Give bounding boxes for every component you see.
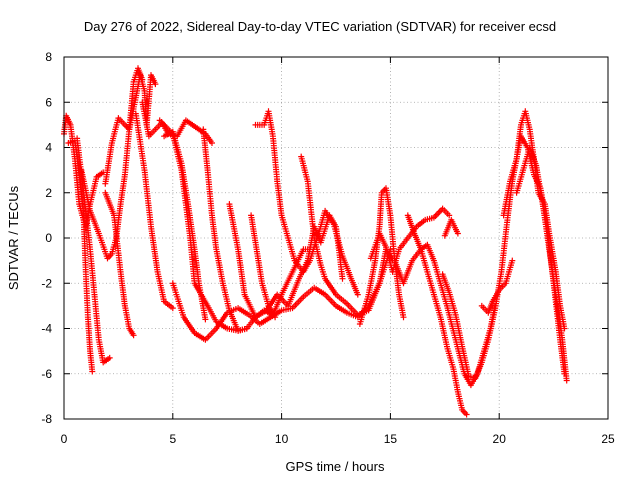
series-arc-7 bbox=[132, 110, 176, 312]
series-arc-12 bbox=[200, 126, 313, 334]
series-markers bbox=[367, 205, 453, 275]
x-tick-label: 20 bbox=[493, 432, 507, 446]
series-arc-10 bbox=[161, 128, 209, 323]
series-arc-18 bbox=[367, 205, 453, 275]
x-axis-label: GPS time / hours bbox=[286, 459, 385, 474]
series-arc-22 bbox=[441, 216, 461, 239]
series-markers bbox=[102, 189, 137, 339]
series-arc-2 bbox=[65, 137, 96, 375]
series-markers bbox=[200, 126, 313, 334]
series-markers bbox=[161, 128, 209, 323]
series-arc-14 bbox=[248, 212, 279, 321]
y-tick-label: 4 bbox=[45, 141, 52, 155]
series-markers bbox=[298, 153, 396, 318]
series-markers bbox=[478, 257, 516, 316]
series-markers bbox=[252, 108, 361, 298]
series-markers bbox=[513, 144, 570, 384]
series-arc-16 bbox=[298, 153, 396, 318]
y-tick-label: -6 bbox=[41, 367, 52, 381]
x-tick-label: 15 bbox=[384, 432, 398, 446]
series-arc-20 bbox=[404, 212, 470, 418]
chart-title: Day 276 of 2022, Sidereal Day-to-day VTE… bbox=[84, 19, 556, 34]
series-arc-15 bbox=[252, 108, 361, 298]
x-tick-label: 0 bbox=[61, 432, 68, 446]
x-tick-labels: 0 5 10 15 20 25 bbox=[61, 432, 615, 446]
y-tick-label: 0 bbox=[45, 231, 52, 245]
series-markers bbox=[248, 212, 279, 321]
y-tick-label: 8 bbox=[45, 50, 52, 64]
y-tick-labels: -8 -6 -4 -2 0 2 4 6 8 bbox=[41, 50, 52, 426]
y-tick-label: -8 bbox=[41, 412, 52, 426]
x-tick-label: 10 bbox=[275, 432, 289, 446]
y-axis-label: SDTVAR / TECUs bbox=[6, 185, 21, 290]
series-markers bbox=[441, 216, 461, 239]
series-arc-23 bbox=[478, 257, 516, 316]
series-arc-25 bbox=[513, 144, 570, 384]
y-tick-label: 6 bbox=[45, 95, 52, 109]
plot-series bbox=[61, 65, 570, 418]
x-tick-label: 25 bbox=[601, 432, 615, 446]
grid-lines bbox=[64, 57, 608, 419]
y-tick-label: -4 bbox=[41, 322, 52, 336]
series-markers bbox=[65, 137, 96, 375]
series-markers bbox=[404, 212, 470, 418]
series-arc-6 bbox=[102, 189, 137, 339]
y-tick-label: 2 bbox=[45, 186, 52, 200]
y-tick-label: -2 bbox=[41, 276, 52, 290]
plot-frame bbox=[63, 56, 609, 420]
series-markers bbox=[132, 110, 176, 312]
x-tick-label: 5 bbox=[169, 432, 176, 446]
